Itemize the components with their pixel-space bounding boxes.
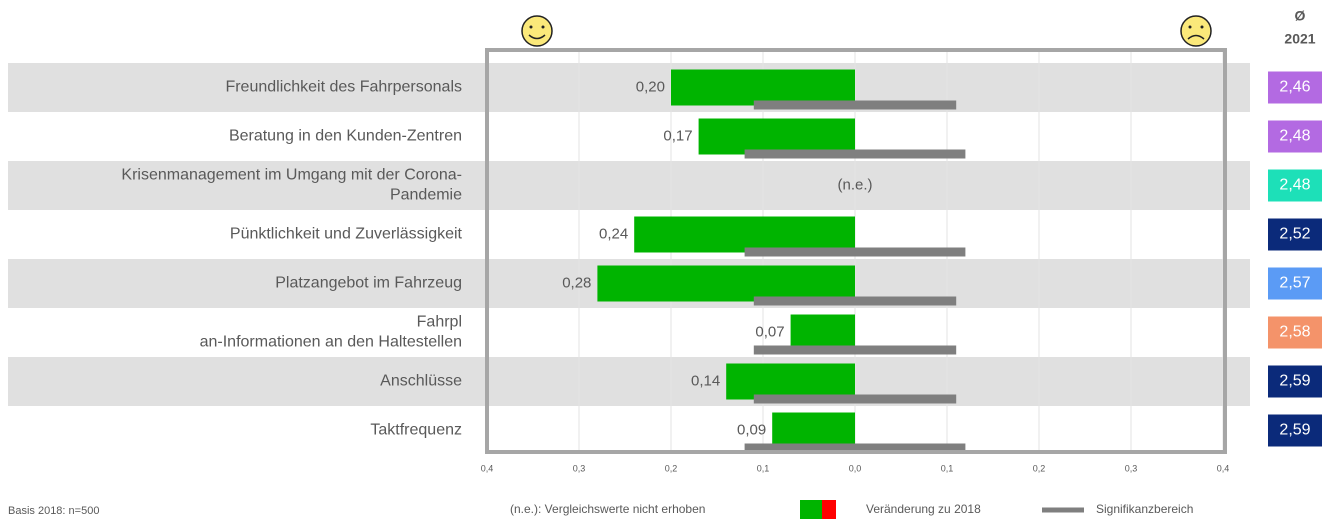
score-badge — [1268, 218, 1322, 251]
x-tick-label: 0,4 — [1217, 463, 1230, 473]
score-badge — [1268, 414, 1322, 447]
score-badge — [1268, 316, 1322, 349]
significance-range — [753, 394, 957, 404]
score-header: Ø — [1295, 8, 1306, 24]
x-tick-label: 0,2 — [665, 463, 678, 473]
significance-range — [744, 247, 966, 257]
score-badge — [1268, 120, 1322, 153]
legend-swatch — [800, 500, 822, 520]
value-label: 0,20 — [636, 78, 665, 95]
value-label: 0,09 — [737, 421, 766, 438]
x-tick-label: 0,4 — [481, 463, 494, 473]
row-band — [8, 63, 1250, 112]
smiley-sad — [1180, 15, 1212, 47]
row-band — [8, 161, 1250, 210]
row-band — [8, 357, 1250, 406]
bar — [634, 216, 855, 253]
legend-label: (n.e.): Vergleichswerte nicht erhoben — [510, 502, 705, 516]
value-label: 0,17 — [663, 127, 692, 144]
category-label: Freundlichkeit des Fahrpersonals — [225, 79, 462, 96]
score-badge — [1268, 267, 1322, 300]
value-label: 0,28 — [562, 274, 591, 291]
significance-range — [753, 100, 957, 110]
category-label: Krisenmanagement im Umgang mit der Coron… — [121, 167, 462, 204]
score-label: 2,59 — [1279, 373, 1310, 390]
significance-range — [753, 296, 957, 306]
x-tick-label: 0,1 — [757, 463, 770, 473]
score-label: 2,52 — [1279, 226, 1310, 243]
bar — [597, 265, 855, 302]
category-label: Fahrpl an-Informationen an den Haltestell… — [200, 314, 462, 351]
score-label: 2,58 — [1279, 324, 1310, 341]
value-label: 0,07 — [755, 323, 784, 340]
bar — [790, 314, 855, 351]
bar — [726, 363, 855, 400]
footnote: Basis 2018: n=500 — [8, 505, 99, 517]
score-label: 2,48 — [1279, 177, 1310, 194]
category-label: Platzangebot im Fahrzeug — [275, 275, 462, 292]
value-label: 0,14 — [691, 372, 720, 389]
smiley-happy — [521, 15, 553, 47]
score-badge — [1268, 169, 1322, 202]
category-label: Anschlüsse — [380, 373, 462, 390]
category-label: Taktfrequenz — [370, 422, 462, 439]
legend-swatch — [822, 500, 836, 520]
score-label: 2,57 — [1279, 275, 1310, 292]
bar — [671, 69, 855, 106]
significance-range — [753, 345, 957, 355]
category-label: Beratung in den Kunden-Zentren — [229, 128, 462, 145]
significance-range — [744, 149, 966, 159]
score-badge — [1268, 365, 1322, 398]
x-tick-label: 0,3 — [573, 463, 586, 473]
bar — [772, 412, 855, 449]
bar — [698, 118, 855, 155]
score-label: 2,46 — [1279, 79, 1310, 96]
score-header: 2021 — [1284, 31, 1315, 47]
legend-label: Veränderung zu 2018 — [866, 502, 981, 516]
legend-label: Signifikanzbereich — [1096, 502, 1193, 516]
value-label: (n.e.) — [837, 176, 872, 193]
significance-range — [744, 443, 966, 453]
plot-frame — [485, 48, 1227, 454]
score-label: 2,59 — [1279, 422, 1310, 439]
score-badge — [1268, 71, 1322, 104]
x-tick-label: 0,2 — [1033, 463, 1046, 473]
x-tick-label: 0,0 — [849, 463, 862, 473]
score-label: 2,48 — [1279, 128, 1310, 145]
x-tick-label: 0,1 — [941, 463, 954, 473]
category-label: Pünktlichkeit und Zuverlässigkeit — [230, 226, 463, 243]
value-label: 0,24 — [599, 225, 628, 242]
x-tick-label: 0,3 — [1125, 463, 1138, 473]
